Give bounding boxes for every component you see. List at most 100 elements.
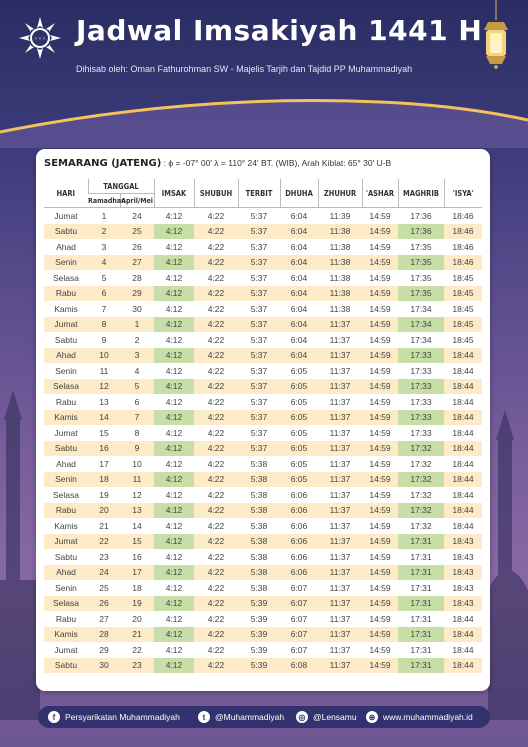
cell-maghrib: 17:35 bbox=[398, 254, 444, 270]
cell-ramadhan: 17 bbox=[99, 458, 109, 469]
table-row: Kamis 28 21 4:12 4:22 5:39 6:07 11:37 14:59 17:31… bbox=[44, 626, 482, 642]
cell-aprilmei: 26 bbox=[132, 241, 142, 252]
cell-ramadhan: 23 bbox=[99, 551, 109, 562]
cell-shubuh: 4:22 bbox=[194, 285, 238, 301]
cell-terbit: 5:37 bbox=[238, 223, 280, 239]
cell-hari: Sabtu bbox=[44, 657, 88, 673]
cell-hari: Selasa bbox=[44, 378, 88, 394]
schedule-table: HARI TANGGAL IMSAK SHUBUH TERBIT DHUHA Z… bbox=[44, 179, 482, 673]
cell-hari: Rabu bbox=[55, 613, 77, 624]
cell-ashar: 14:59 bbox=[369, 334, 391, 345]
cell-imsak: 4:12 bbox=[165, 272, 183, 283]
cell-terbit: 5:38 bbox=[250, 458, 268, 469]
cell-imsak: 4:12 bbox=[165, 365, 183, 376]
cell-ashar: 14:59 bbox=[362, 471, 398, 487]
cell-terbit: 5:37 bbox=[250, 396, 268, 407]
cell-dhuha: 6:04 bbox=[290, 210, 308, 221]
cell-ramadhan: 11 bbox=[99, 365, 109, 376]
cell-hari: Selasa bbox=[44, 595, 88, 611]
table-row: Rabu 13 6 4:12 4:22 5:37 6:05 11:37 14:59 17:33 18… bbox=[44, 394, 482, 410]
facebook-link[interactable]: f Persyarikatan Muhammadiyah bbox=[48, 706, 180, 728]
cell-zhuhur: 11:37 bbox=[318, 564, 362, 580]
cell-hari: Kamis bbox=[54, 303, 78, 314]
table-row: Kamis 7 30 4:12 4:22 5:37 6:04 11:38 14:59 17:34 1… bbox=[44, 301, 482, 317]
cell-aprilmei: 14 bbox=[132, 520, 142, 531]
col-maghrib: MAGHRIB bbox=[397, 179, 444, 208]
table-row: Selasa 12 5 4:12 4:22 5:37 6:05 11:37 14:59 17:33… bbox=[44, 378, 482, 394]
cell-imsak: 4:12 bbox=[165, 644, 183, 655]
cell-imsak: 4:12 bbox=[165, 396, 183, 407]
cell-aprilmei: 20 bbox=[132, 613, 142, 624]
mosque-silhouette bbox=[0, 390, 528, 720]
cell-imsak: 4:12 bbox=[154, 595, 194, 611]
lantern-icon bbox=[484, 0, 508, 69]
cell-terbit: 5:37 bbox=[238, 285, 280, 301]
cell-aprilmei: 11 bbox=[120, 471, 154, 487]
cell-isya: 18:45 bbox=[444, 285, 482, 301]
cell-imsak: 4:12 bbox=[154, 626, 194, 642]
cell-zhuhur: 11:37 bbox=[318, 595, 362, 611]
cell-imsak: 4:12 bbox=[165, 210, 183, 221]
cell-isya: 18:44 bbox=[452, 613, 474, 624]
cell-terbit: 5:38 bbox=[250, 520, 268, 531]
cell-ashar: 14:59 bbox=[362, 626, 398, 642]
col-hari: HARI bbox=[56, 188, 76, 198]
cell-shubuh: 4:22 bbox=[207, 582, 225, 593]
cell-zhuhur: 11:37 bbox=[318, 626, 362, 642]
cell-imsak: 4:12 bbox=[154, 285, 194, 301]
cell-shubuh: 4:22 bbox=[194, 502, 238, 518]
cell-terbit: 5:37 bbox=[250, 427, 268, 438]
cell-ramadhan: 2 bbox=[88, 223, 120, 239]
table-row: Jumat 15 8 4:12 4:22 5:37 6:05 11:37 14:59 17:33 1… bbox=[44, 425, 482, 441]
cell-aprilmei: 30 bbox=[132, 303, 142, 314]
table-row: Sabtu 9 2 4:12 4:22 5:37 6:04 11:37 14:59 17:34 18… bbox=[44, 332, 482, 348]
cell-ashar: 14:59 bbox=[362, 502, 398, 518]
cell-ashar: 14:59 bbox=[362, 347, 398, 363]
cell-ramadhan: 9 bbox=[101, 334, 107, 345]
cell-ashar: 14:59 bbox=[369, 520, 391, 531]
cell-aprilmei: 9 bbox=[120, 440, 154, 456]
cell-aprilmei: 5 bbox=[120, 378, 154, 394]
cell-aprilmei: 19 bbox=[120, 595, 154, 611]
cell-zhuhur: 11:37 bbox=[329, 582, 351, 593]
instagram-link[interactable]: ◎ @Lensamu bbox=[296, 706, 357, 728]
cell-maghrib: 17:35 bbox=[398, 285, 444, 301]
cell-ashar: 14:59 bbox=[362, 564, 398, 580]
table-row: Jumat 29 22 4:12 4:22 5:39 6:07 11:37 14:59 17:31… bbox=[44, 642, 482, 658]
cell-zhuhur: 11:37 bbox=[318, 471, 362, 487]
cell-isya: 18:46 bbox=[452, 241, 474, 252]
cell-maghrib: 17:33 bbox=[410, 365, 432, 376]
cell-zhuhur: 11:37 bbox=[329, 334, 351, 345]
cell-dhuha: 6:07 bbox=[280, 626, 318, 642]
cell-maghrib: 17:34 bbox=[410, 334, 432, 345]
cell-ramadhan: 12 bbox=[88, 378, 120, 394]
cell-shubuh: 4:22 bbox=[194, 626, 238, 642]
cell-aprilmei: 12 bbox=[132, 489, 142, 500]
cell-maghrib: 17:32 bbox=[410, 520, 432, 531]
cell-aprilmei: 17 bbox=[120, 564, 154, 580]
cell-isya: 18:46 bbox=[452, 210, 474, 221]
cell-shubuh: 4:22 bbox=[194, 378, 238, 394]
cell-terbit: 5:37 bbox=[250, 303, 268, 314]
cell-imsak: 4:12 bbox=[165, 427, 183, 438]
cell-ashar: 14:59 bbox=[362, 378, 398, 394]
cell-imsak: 4:12 bbox=[154, 316, 194, 332]
cell-imsak: 4:12 bbox=[165, 241, 183, 252]
cell-imsak: 4:12 bbox=[165, 489, 183, 500]
cell-maghrib: 17:36 bbox=[398, 223, 444, 239]
cell-maghrib: 17:31 bbox=[410, 613, 432, 624]
cell-ramadhan: 7 bbox=[101, 303, 107, 314]
twitter-link[interactable]: t @Muhammadiyah bbox=[198, 706, 284, 728]
cell-zhuhur: 11:37 bbox=[318, 440, 362, 456]
cell-isya: 18:44 bbox=[452, 365, 474, 376]
cell-dhuha: 6:05 bbox=[290, 365, 308, 376]
col-dhuha: DHUHA bbox=[279, 179, 318, 208]
cell-aprilmei: 18 bbox=[132, 582, 142, 593]
col-aprilmei: April/Mei bbox=[119, 193, 154, 208]
cell-imsak: 4:12 bbox=[154, 347, 194, 363]
website-link[interactable]: ⊕ www.muhammadiyah.id bbox=[366, 706, 473, 728]
cell-shubuh: 4:22 bbox=[194, 533, 238, 549]
cell-maghrib: 17:35 bbox=[410, 272, 432, 283]
cell-maghrib: 17:35 bbox=[410, 241, 432, 252]
cell-ashar: 14:59 bbox=[362, 223, 398, 239]
